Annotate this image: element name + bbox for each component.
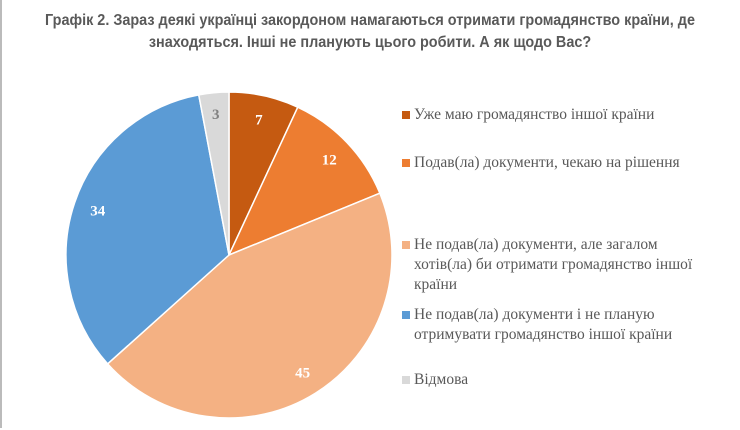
legend-item: Не подав(ла) документи і не планую отрим…	[402, 305, 714, 345]
data-label: 3	[212, 107, 220, 123]
legend-label: Не подав(ла) документи, але загалом хоті…	[414, 236, 693, 293]
legend-label: Відмова	[414, 371, 469, 388]
legend-label: Не подав(ла) документи і не планую отрим…	[414, 306, 673, 343]
legend-swatch	[402, 376, 410, 384]
pie-slice	[106, 192, 393, 419]
pie-slice	[197, 91, 230, 256]
legend-item: Відмова	[402, 370, 714, 390]
data-label: 12	[322, 152, 337, 168]
chart-title: Графік 2. Зараз деякі українці закордоно…	[45, 12, 695, 51]
pie-slice	[65, 93, 230, 365]
legend-swatch	[402, 241, 410, 249]
legend-swatch	[402, 311, 410, 319]
pie-slice	[227, 106, 381, 257]
legend-label: Подав(ла) документи, чекаю на рішення	[414, 154, 680, 171]
legend-label: Уже маю громадянство іншої країни	[414, 106, 655, 123]
data-label: 34	[90, 204, 106, 220]
data-label: 7	[255, 113, 263, 129]
legend-swatch	[402, 111, 410, 119]
data-label: 45	[295, 365, 310, 381]
legend-item: Не подав(ла) документи, але загалом хоті…	[402, 235, 714, 295]
legend-item: Подав(ла) документи, чекаю на рішення	[402, 153, 714, 173]
legend-item: Уже маю громадянство іншої країни	[402, 105, 714, 125]
legend-swatch	[402, 159, 410, 167]
